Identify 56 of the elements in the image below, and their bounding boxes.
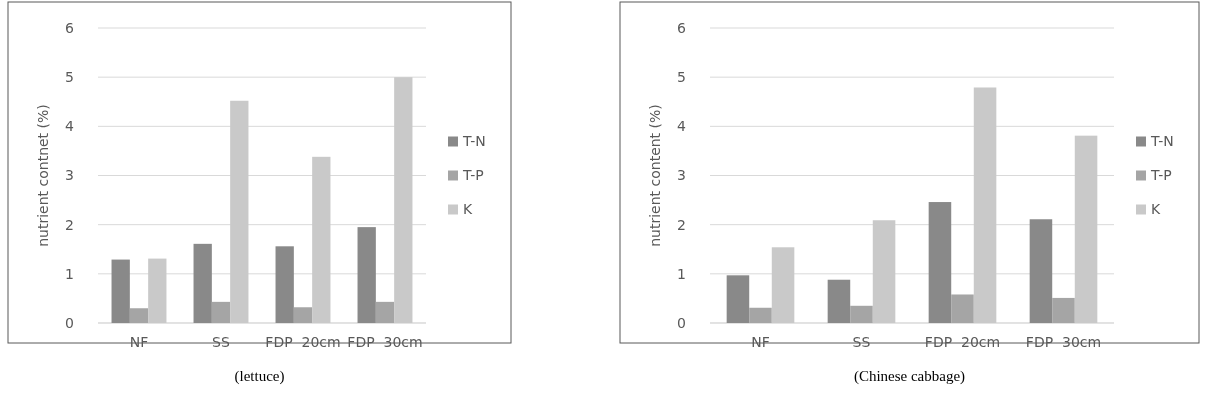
y-tick-label: 6 [65,19,75,36]
bar [293,307,313,323]
bar [872,220,896,323]
y-tick-label: 0 [65,314,74,331]
y-tick-label: 0 [677,314,686,331]
x-tick-label: FDP 20cm [265,334,341,350]
y-tick-label: 2 [677,216,686,233]
bar [1029,219,1053,323]
y-tick-label: 4 [65,118,75,135]
bar [951,294,974,323]
legend-label: T-N [1150,133,1174,150]
bar [111,259,130,323]
bar [129,308,149,323]
bar [726,275,750,323]
bar [973,87,997,323]
legend-label: K [463,201,473,218]
x-tick-label: NF [751,334,770,350]
x-tick-label: FDP 20cm [924,334,1001,350]
x-tick-label: SS [212,334,230,350]
y-tick-label: 3 [65,167,74,184]
legend-label: T-P [1150,167,1172,184]
y-axis-title: nutrient contnet (%) [35,104,51,247]
bar [357,227,376,323]
bar [312,156,331,323]
y-tick-label: 5 [677,69,686,86]
bar [193,243,212,323]
bar [1074,135,1098,323]
text: (lettuce) [234,368,285,385]
bar [749,307,772,323]
bar [771,247,795,323]
x-tick-label: NF [129,334,149,350]
bar [850,305,873,323]
legend-label: T-N [462,133,486,150]
bar [211,301,231,323]
y-tick-label: 5 [65,69,74,86]
legend-label: T-P [462,167,484,184]
y-tick-label: 1 [677,265,686,282]
bar [928,202,952,323]
x-tick-label: FDP 30cm [347,334,423,350]
bar [827,279,851,323]
bar [230,100,249,323]
bar [275,246,294,323]
legend-label: K [1151,201,1161,218]
y-tick-label: 1 [65,265,74,282]
x-tick-label: FDP 30cm [1025,334,1102,350]
y-tick-label: 4 [677,118,687,135]
x-tick-label: SS [852,334,871,350]
y-tick-label: 2 [65,216,74,233]
text: (Chinese cabbage) [853,368,966,385]
bar [394,77,413,323]
y-tick-label: 6 [677,19,687,36]
y-axis-title: nutrient content (%) [647,104,663,247]
bar [375,301,395,323]
bar [148,258,167,323]
bar [1052,297,1075,323]
y-tick-label: 3 [677,167,686,184]
